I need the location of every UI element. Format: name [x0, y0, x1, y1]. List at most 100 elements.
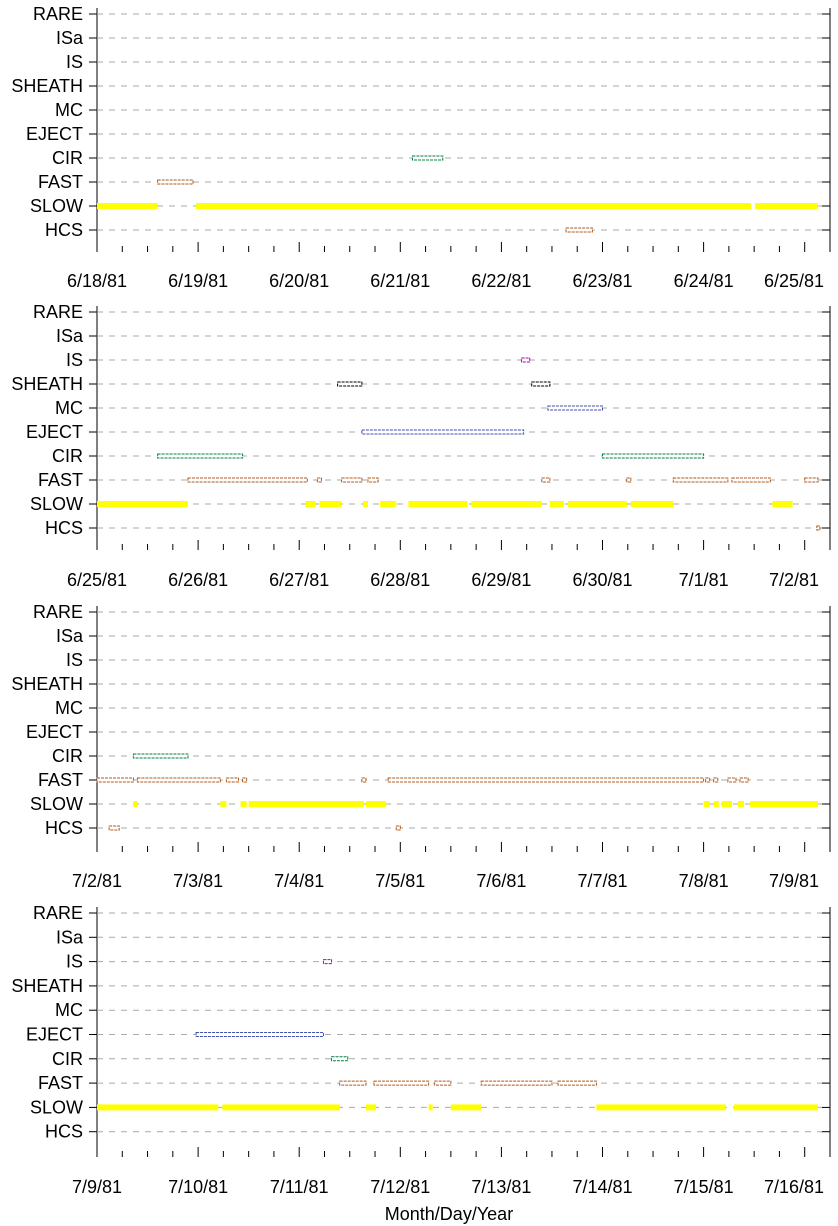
- event-bar-slow: [97, 501, 188, 507]
- y-tick-label: RARE: [33, 903, 83, 923]
- event-bar-fast: [727, 777, 737, 783]
- x-tick-label: 7/1/81: [679, 570, 729, 590]
- y-tick-label: CIR: [52, 446, 83, 466]
- y-tick-label: IS: [66, 52, 83, 72]
- y-tick-label: HCS: [45, 818, 83, 838]
- event-bar-fast: [541, 477, 551, 483]
- event-bar-slow: [755, 203, 818, 209]
- event-bar-sheath: [337, 381, 363, 387]
- x-tick-label: 7/15/81: [674, 1177, 734, 1197]
- y-tick-label: SLOW: [30, 196, 83, 216]
- y-tick-label: SHEATH: [11, 374, 83, 394]
- y-tick-label: EJECT: [26, 422, 83, 442]
- event-bar-fast: [387, 777, 705, 783]
- x-tick-label: 7/10/81: [168, 1177, 228, 1197]
- event-bar-slow: [428, 1104, 433, 1111]
- x-tick-label: 6/20/81: [269, 271, 329, 291]
- y-tick-label: FAST: [38, 770, 83, 790]
- event-bar-hcs: [565, 227, 593, 233]
- event-bar-slow: [133, 801, 138, 807]
- event-bar-slow: [703, 801, 710, 807]
- x-tick-label: 6/21/81: [370, 271, 430, 291]
- x-tick-label: 6/28/81: [370, 570, 430, 590]
- x-tick-label: 6/25/81: [764, 271, 824, 291]
- y-tick-label: HCS: [45, 220, 83, 240]
- x-tick-label: 7/3/81: [173, 871, 223, 891]
- y-tick-label: IS: [66, 952, 83, 972]
- event-bar-fast: [96, 777, 134, 783]
- y-tick-label: ISa: [56, 28, 84, 48]
- y-tick-label: SHEATH: [11, 76, 83, 96]
- y-tick-label: RARE: [33, 302, 83, 322]
- event-bar-slow: [721, 801, 732, 807]
- event-bar-slow: [450, 1104, 482, 1111]
- event-bar-fast: [157, 179, 194, 185]
- y-tick-label: MC: [55, 698, 83, 718]
- x-tick-label: 6/23/81: [572, 271, 632, 291]
- y-tick-label: RARE: [33, 602, 83, 622]
- event-bar-is: [322, 959, 333, 965]
- event-bar-slow: [733, 1104, 818, 1111]
- event-bar-slow: [196, 203, 752, 209]
- event-bar-fast: [187, 477, 308, 483]
- panel-1: RARE ISa IS SHEATH MC EJECT CIR FAST SLOW HCS 6/18…: [11, 4, 831, 291]
- y-tick-label: IS: [66, 350, 83, 370]
- event-bar-fast: [705, 777, 711, 783]
- x-tick-label: 7/16/81: [764, 1177, 824, 1197]
- y-tick-label: FAST: [38, 1073, 83, 1093]
- event-bar-slow: [220, 801, 227, 807]
- event-bar-slow: [750, 801, 818, 807]
- event-bar-cir: [411, 155, 444, 161]
- y-tick-label: SHEATH: [11, 976, 83, 996]
- event-bar-cir: [132, 753, 189, 759]
- event-bar-cir: [157, 453, 244, 459]
- event-bar-fast: [731, 477, 771, 483]
- event-bar-slow: [596, 1104, 726, 1111]
- event-bar-slow: [97, 1104, 219, 1111]
- event-bar-slow: [240, 801, 247, 807]
- y-tick-label: SLOW: [30, 1097, 83, 1117]
- event-bar-slow: [319, 501, 342, 507]
- y-tick-label: HCS: [45, 1122, 83, 1142]
- event-bar-slow: [380, 501, 397, 507]
- y-tick-label: CIR: [52, 1049, 83, 1069]
- panel-4: RARE ISa IS SHEATH MC EJECT CIR FAST SLOW HCS 7/9/…: [11, 903, 831, 1197]
- x-tick-label: 7/14/81: [572, 1177, 632, 1197]
- event-bar-slow: [365, 1104, 377, 1111]
- x-tick-label: 6/19/81: [168, 271, 228, 291]
- y-tick-label: IS: [66, 650, 83, 670]
- x-tick-label: 7/8/81: [679, 871, 729, 891]
- x-tick-label: 6/26/81: [168, 570, 228, 590]
- event-bar-slow: [549, 501, 565, 507]
- x-tick-label: 7/11/81: [270, 1177, 329, 1197]
- x-tick-label: 6/29/81: [471, 570, 531, 590]
- x-tick-label: 7/12/81: [370, 1177, 430, 1197]
- event-bar-slow: [408, 501, 468, 507]
- event-bar-hcs: [395, 825, 401, 831]
- x-tick-label: 7/5/81: [375, 871, 425, 891]
- x-tick-label: 7/7/81: [577, 871, 627, 891]
- event-bar-mc: [547, 405, 604, 411]
- y-tick-label: RARE: [33, 4, 83, 24]
- x-tick-label: 6/27/81: [269, 570, 329, 590]
- panel-2: RARE ISa IS SHEATH MC EJECT CIR FAST SLOW HCS 6/25…: [11, 302, 831, 590]
- event-bar-fast: [434, 1080, 452, 1086]
- event-bar-slow: [737, 801, 745, 807]
- event-bar-slow: [362, 501, 368, 507]
- event-bar-eject: [361, 429, 525, 435]
- y-tick-label: EJECT: [26, 1025, 83, 1045]
- event-bar-fast: [361, 777, 367, 783]
- y-tick-label: HCS: [45, 518, 83, 538]
- event-bar-slow: [630, 501, 674, 507]
- y-tick-label: FAST: [38, 470, 83, 490]
- event-bar-fast: [341, 477, 363, 483]
- event-bar-slow: [471, 501, 542, 507]
- event-bar-slow: [248, 801, 364, 807]
- event-bar-slow: [365, 801, 387, 807]
- y-tick-label: FAST: [38, 172, 83, 192]
- event-bar-fast: [136, 777, 221, 783]
- event-bar-fast: [480, 1080, 553, 1086]
- x-tick-label: 7/9/81: [769, 871, 819, 891]
- event-bar-slow: [305, 501, 316, 507]
- x-tick-label: 7/13/81: [471, 1177, 531, 1197]
